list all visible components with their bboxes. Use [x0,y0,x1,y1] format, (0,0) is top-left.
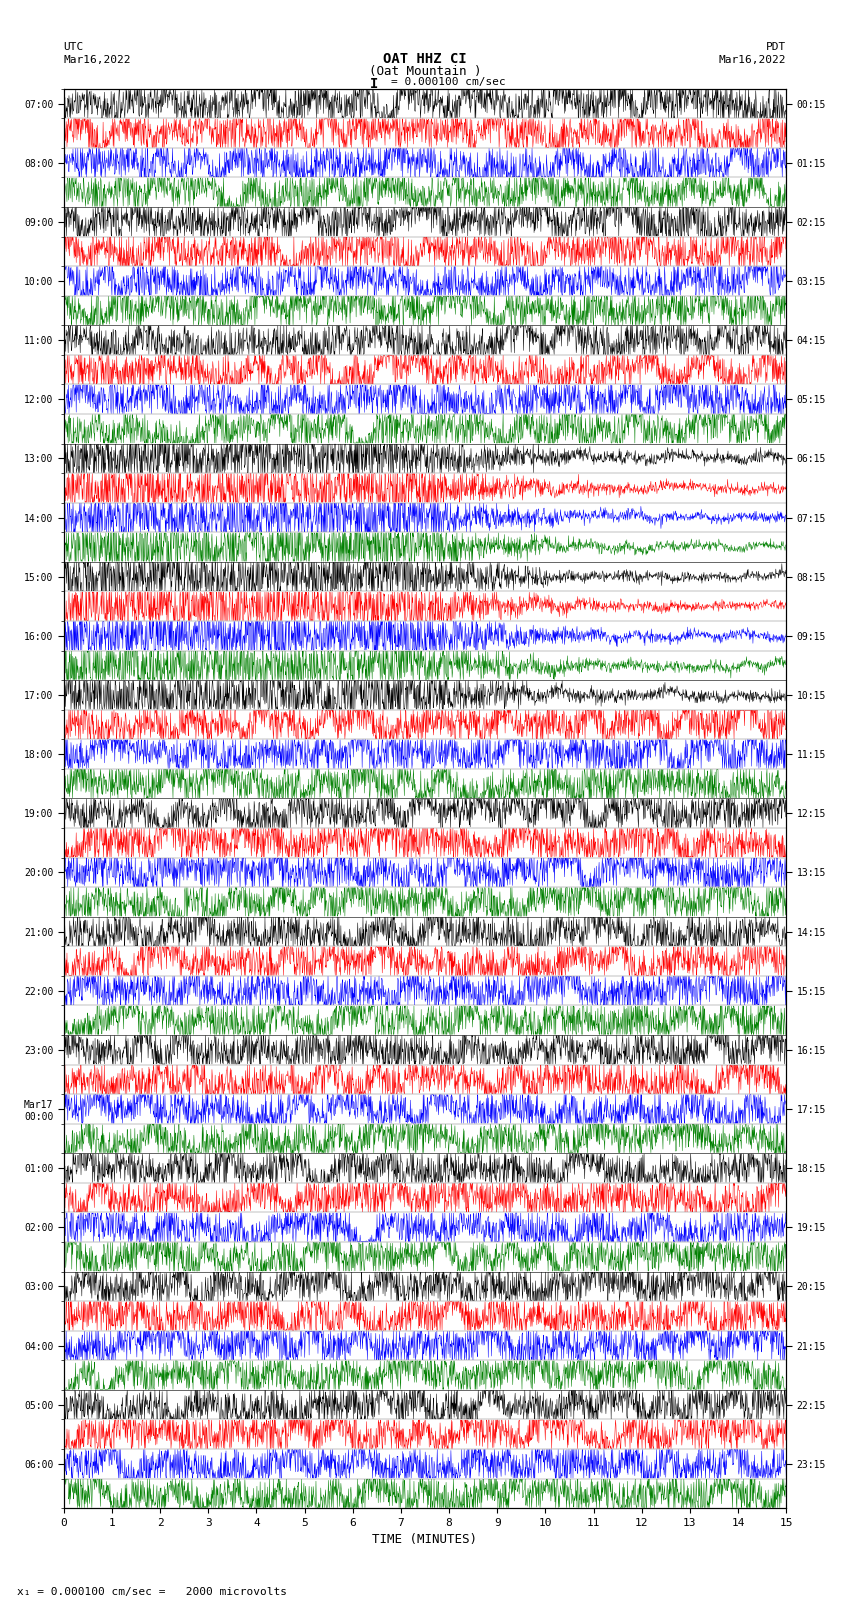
X-axis label: TIME (MINUTES): TIME (MINUTES) [372,1534,478,1547]
Text: PDT: PDT [766,42,786,52]
Text: Mar16,2022: Mar16,2022 [719,55,786,65]
Text: UTC: UTC [64,42,84,52]
Text: I: I [370,77,378,92]
Text: (Oat Mountain ): (Oat Mountain ) [369,65,481,77]
Text: x₁ = 0.000100 cm/sec =   2000 microvolts: x₁ = 0.000100 cm/sec = 2000 microvolts [17,1587,287,1597]
Text: = 0.000100 cm/sec: = 0.000100 cm/sec [391,77,506,87]
Text: Mar16,2022: Mar16,2022 [64,55,131,65]
Text: OAT HHZ CI: OAT HHZ CI [383,52,467,66]
